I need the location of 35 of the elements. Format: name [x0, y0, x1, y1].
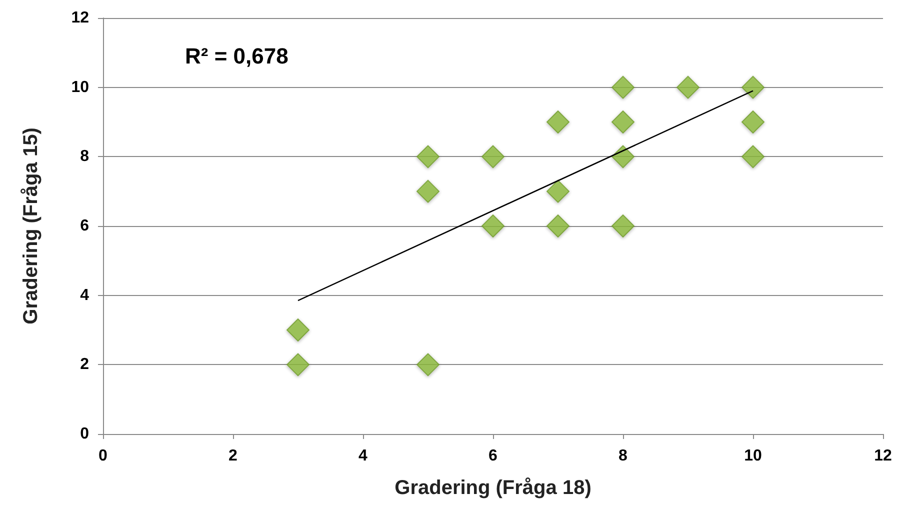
point: [742, 76, 764, 99]
point: [676, 76, 700, 99]
point: [286, 353, 310, 376]
x-tick-label: 4: [358, 448, 368, 464]
point: [416, 145, 440, 168]
x-tick-label: 6: [488, 448, 498, 464]
x-axis-title: Gradering (Fråga 18): [394, 477, 592, 499]
y-tick-label: 10: [71, 78, 90, 96]
point: [612, 145, 634, 168]
point: [482, 145, 504, 168]
point: [546, 214, 570, 238]
point: [612, 214, 634, 238]
y-axis-title: Gradering (Fråga 15): [20, 128, 42, 324]
y-tick-label: 12: [71, 10, 90, 26]
point: [546, 180, 570, 203]
point: [546, 110, 570, 134]
x-tick-label: 0: [98, 448, 108, 464]
point: [612, 76, 634, 99]
point: [482, 214, 504, 238]
point: [286, 318, 310, 342]
point: [416, 180, 440, 203]
y-tick-label: 4: [80, 286, 90, 304]
y-tick-label: 6: [80, 218, 90, 234]
point: [742, 110, 764, 134]
x-tick-label: 12: [874, 448, 892, 464]
point: [416, 353, 440, 376]
point: [612, 110, 634, 134]
annotation: R² = 0,678: [185, 44, 288, 68]
y-tick-label: 0: [80, 426, 90, 442]
y-tick-label: 8: [80, 148, 90, 166]
y-tick-label: 2: [80, 356, 90, 374]
x-tick-label: 10: [744, 448, 762, 464]
point: [742, 145, 764, 168]
x-tick-label: 2: [228, 448, 238, 464]
x-tick-label: 8: [618, 448, 628, 464]
